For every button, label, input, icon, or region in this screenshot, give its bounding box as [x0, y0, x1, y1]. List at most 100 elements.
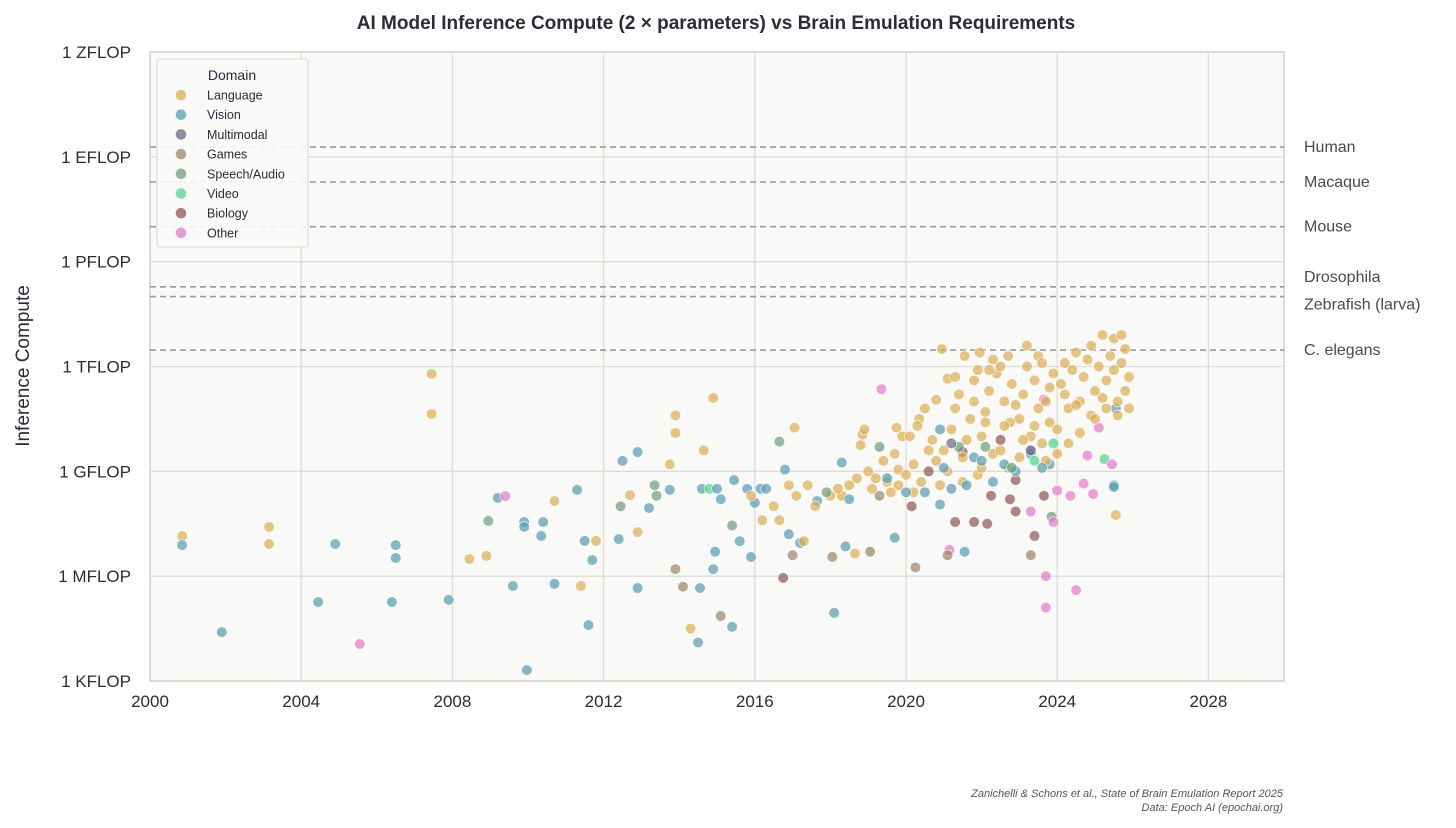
- data-point-language: [889, 448, 901, 460]
- data-point-language: [1100, 402, 1112, 415]
- data-point-language: [1070, 399, 1082, 411]
- data-point-vision: [518, 521, 530, 533]
- data-point-language: [1070, 346, 1082, 359]
- data-point-vision: [975, 455, 988, 467]
- data-point-language: [1013, 451, 1026, 464]
- data-point-games: [873, 490, 886, 502]
- data-point-language: [745, 490, 757, 502]
- data-point-games: [941, 549, 954, 561]
- data-point-language: [890, 422, 903, 434]
- legend-marker: [175, 129, 187, 140]
- data-point-language: [1104, 350, 1116, 362]
- data-point-vision: [889, 532, 901, 544]
- y-tick-label: 1 MFLOP: [58, 567, 131, 586]
- data-point-games: [909, 561, 922, 574]
- legend: Domain Language Vision Multimodal Games Spee…: [156, 58, 309, 248]
- data-point-language: [1013, 413, 1026, 425]
- legend-marker: [175, 168, 187, 180]
- data-point-vision: [839, 540, 852, 553]
- data-point-speech-audio: [873, 441, 886, 453]
- data-point-vision: [745, 551, 757, 563]
- data-point-language: [788, 422, 801, 434]
- data-point-other: [1070, 584, 1082, 596]
- data-point-language: [858, 423, 871, 436]
- data-point-vision: [836, 456, 848, 469]
- data-point-multimodal: [945, 437, 958, 450]
- data-point-language: [1115, 329, 1128, 341]
- x-tick-label: 2020: [887, 692, 925, 711]
- data-point-vision: [329, 538, 341, 550]
- data-point-vision: [779, 463, 791, 476]
- data-point-language: [885, 486, 897, 498]
- x-tick-label: 2028: [1189, 692, 1227, 711]
- data-point-other: [354, 638, 366, 650]
- data-point-language: [575, 580, 587, 592]
- data-point-other: [875, 383, 888, 395]
- data-point-language: [1078, 371, 1090, 383]
- data-point-language: [953, 388, 965, 401]
- data-point-vision: [664, 484, 676, 496]
- data-point-games: [677, 581, 689, 593]
- data-point-biology: [1038, 490, 1050, 502]
- chart-title: AI Model Inference Compute (2 × paramete…: [357, 13, 1075, 34]
- data-point-vision: [783, 528, 795, 540]
- data-point-language: [1021, 360, 1033, 373]
- data-point-language: [1074, 427, 1086, 439]
- data-point-language: [480, 550, 493, 562]
- data-point-vision: [613, 533, 625, 545]
- data-point-language: [930, 455, 942, 467]
- data-point-other: [499, 490, 511, 502]
- data-point-vision: [828, 607, 840, 619]
- data-point-language: [960, 434, 973, 446]
- data-point-vision: [386, 596, 398, 608]
- legend-marker: [175, 109, 187, 120]
- x-tick-label: 2000: [131, 692, 169, 711]
- data-point-language: [979, 416, 992, 429]
- data-point-language: [1043, 381, 1056, 394]
- data-point-language: [1036, 437, 1048, 450]
- data-point-language: [862, 465, 874, 477]
- legend-entry: Biology: [207, 207, 249, 221]
- legend-entry: Language: [207, 89, 263, 103]
- data-point-language: [1081, 353, 1094, 366]
- data-point-language: [958, 350, 971, 362]
- data-point-language: [919, 402, 931, 415]
- data-point-language: [783, 479, 795, 491]
- data-point-language: [968, 395, 980, 408]
- data-point-language: [849, 547, 861, 560]
- data-point-other: [1087, 488, 1099, 500]
- reference-lines: Human Macaque Mouse Drosophila Zebrafish (la…: [150, 139, 1420, 359]
- data-point-language: [915, 476, 927, 488]
- y-tick-label: 1 ZFLOP: [62, 43, 131, 62]
- data-point-language: [1055, 378, 1067, 390]
- data-point-vision: [582, 619, 595, 631]
- data-point-language: [974, 346, 986, 359]
- data-point-vision: [579, 535, 591, 547]
- data-point-language: [1051, 448, 1063, 460]
- y-axis-label: Inference Compute: [13, 285, 34, 447]
- data-point-vision: [694, 582, 706, 594]
- data-point-language: [983, 364, 995, 376]
- data-point-speech-audio: [650, 490, 663, 502]
- data-point-language: [1112, 395, 1124, 408]
- data-point-language: [1066, 364, 1078, 376]
- data-point-other: [1078, 477, 1090, 490]
- data-point-language: [1021, 339, 1033, 352]
- legend-marker: [175, 207, 187, 219]
- data-point-other: [1081, 449, 1094, 462]
- reference-line-label: C. elegans: [1304, 342, 1381, 359]
- legend-entry: Vision: [207, 108, 241, 122]
- data-point-language: [968, 374, 980, 387]
- data-point-language: [631, 526, 644, 538]
- data-point-speech-audio: [1006, 462, 1018, 474]
- data-point-vision: [692, 636, 704, 649]
- legend-marker: [175, 227, 187, 239]
- data-point-language: [1002, 350, 1014, 362]
- data-point-language: [624, 489, 636, 501]
- data-point-language: [263, 521, 275, 533]
- data-point-language: [664, 458, 676, 470]
- data-point-other: [1040, 601, 1052, 614]
- data-point-language: [798, 535, 810, 547]
- data-point-language: [964, 413, 976, 425]
- data-point-language: [1017, 388, 1029, 401]
